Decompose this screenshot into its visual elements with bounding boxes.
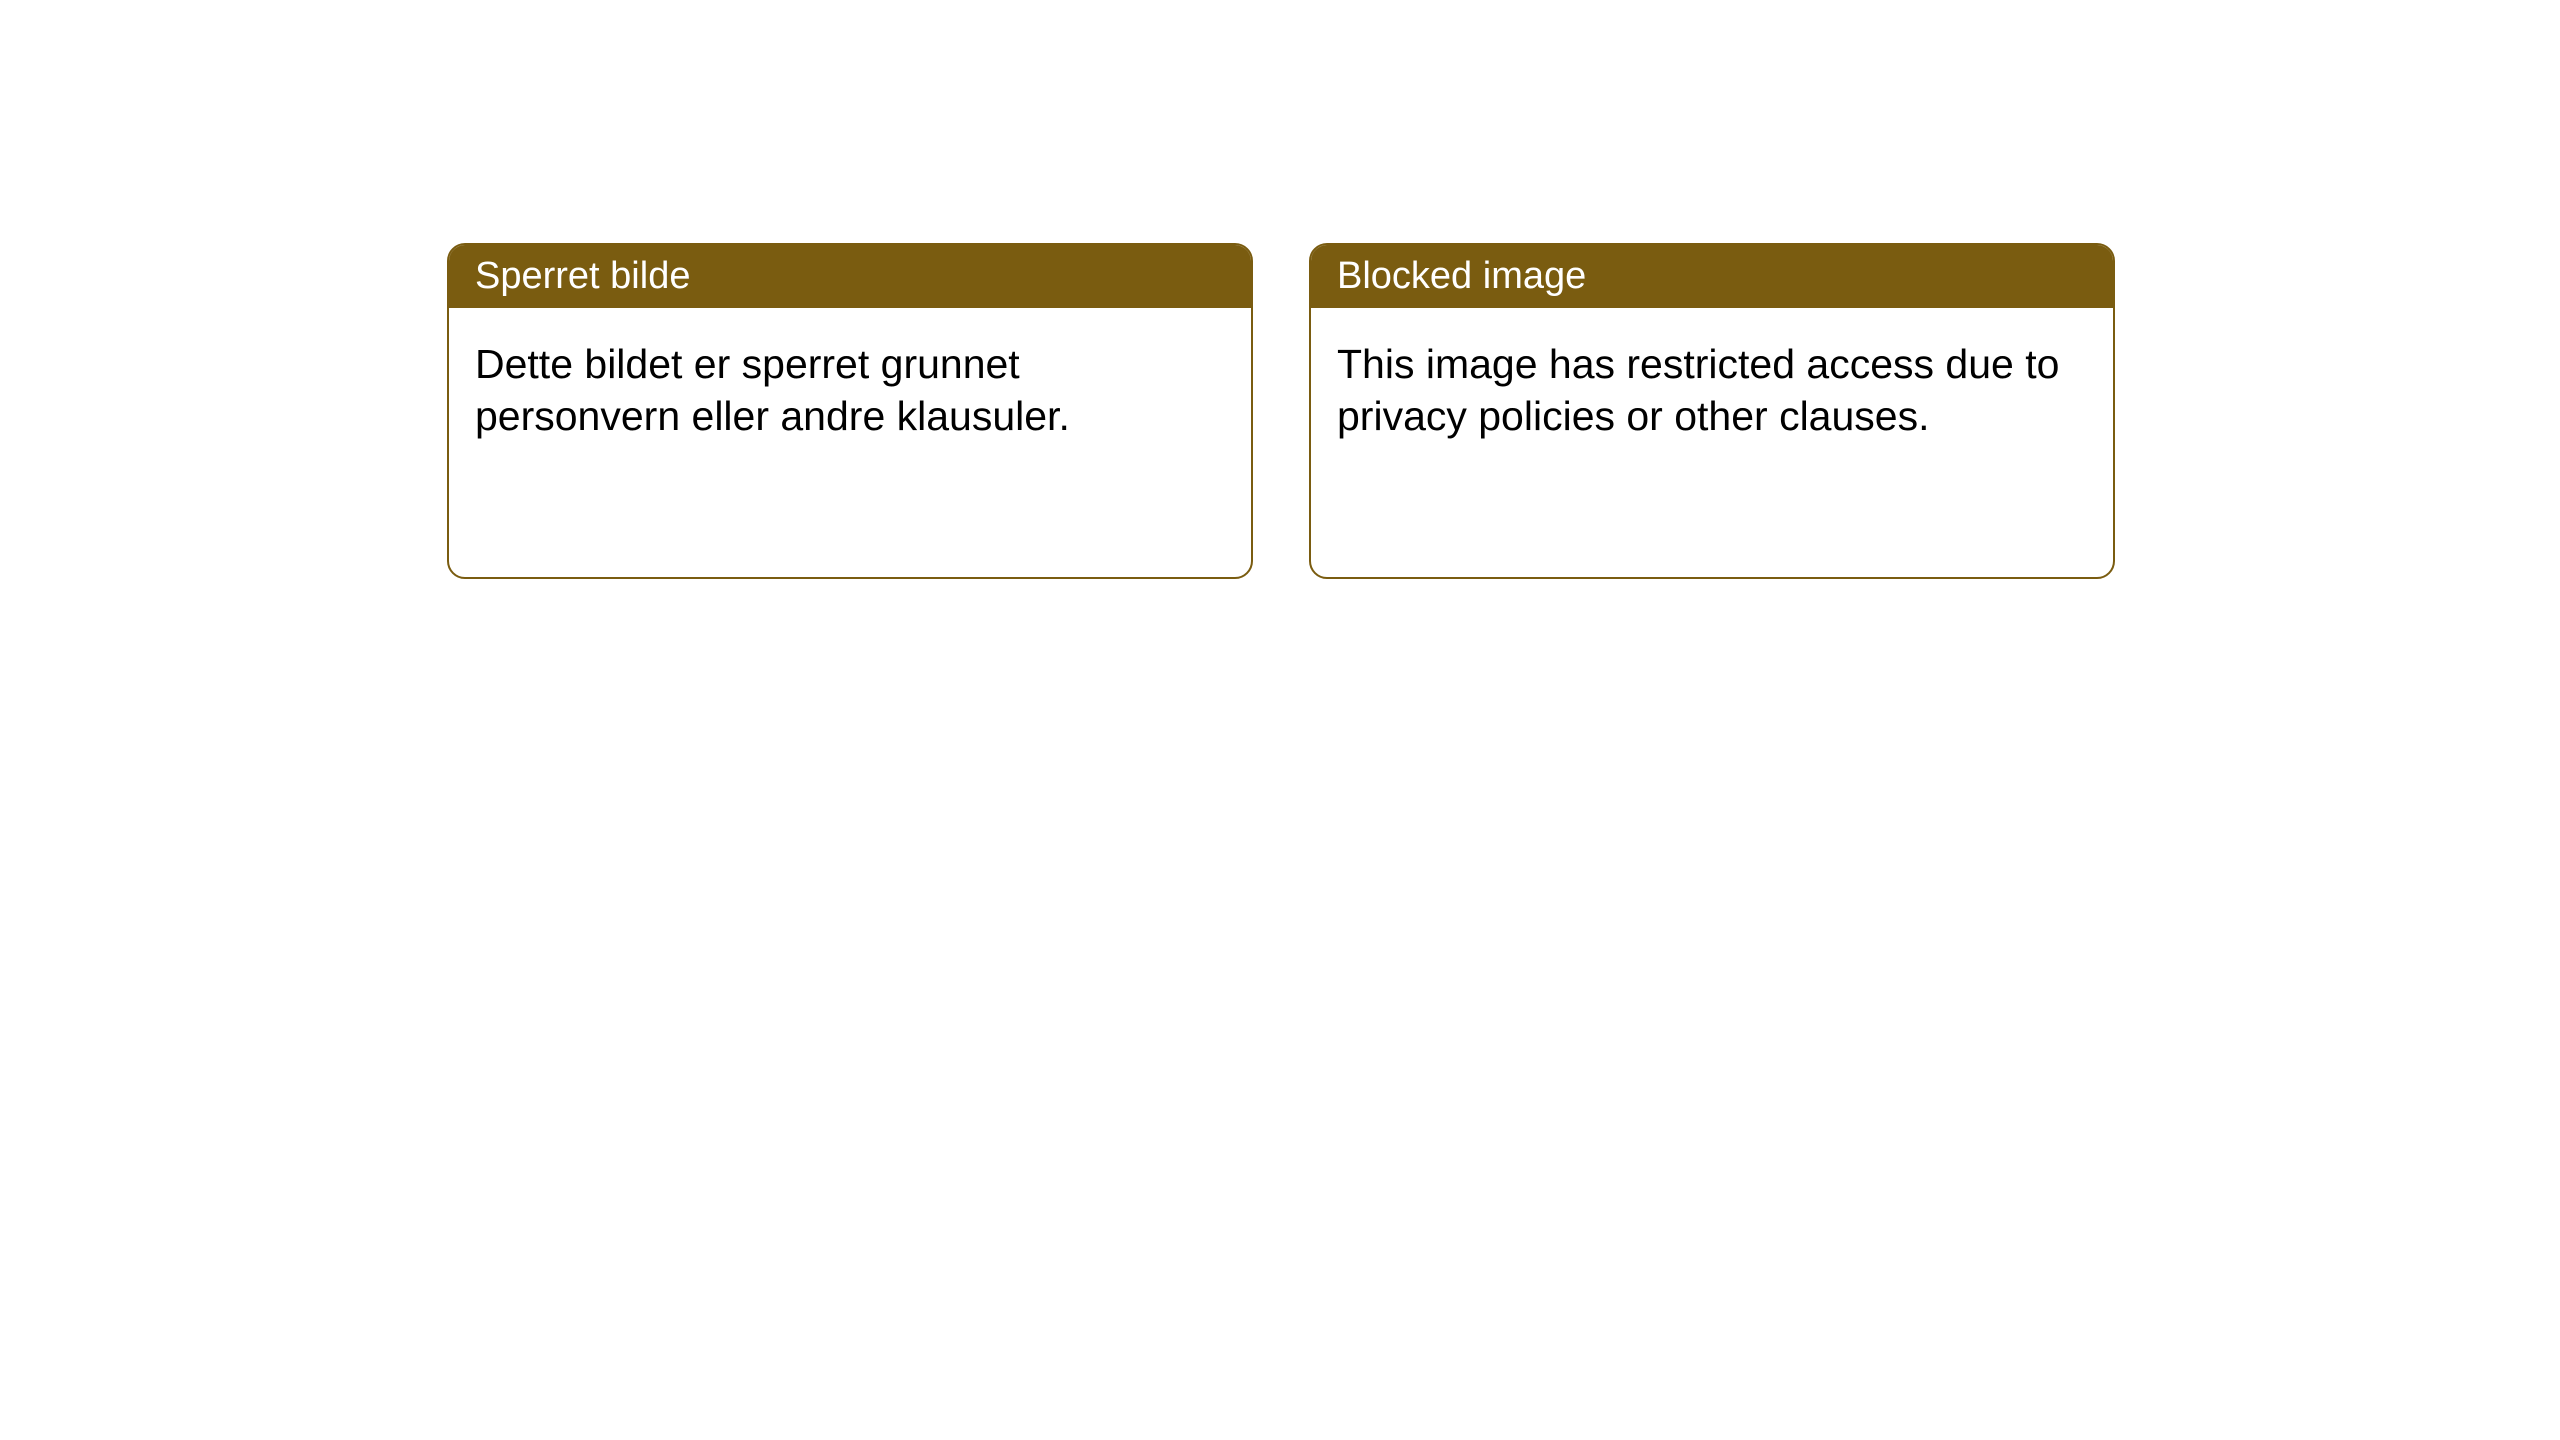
blocked-image-card-english: Blocked image This image has restricted … bbox=[1309, 243, 2115, 579]
card-header-norwegian: Sperret bilde bbox=[449, 245, 1251, 308]
blocked-image-card-norwegian: Sperret bilde Dette bildet er sperret gr… bbox=[447, 243, 1253, 579]
card-body-norwegian: Dette bildet er sperret grunnet personve… bbox=[449, 308, 1251, 473]
card-body-english: This image has restricted access due to … bbox=[1311, 308, 2113, 473]
blocked-image-cards: Sperret bilde Dette bildet er sperret gr… bbox=[447, 243, 2115, 579]
card-header-english: Blocked image bbox=[1311, 245, 2113, 308]
